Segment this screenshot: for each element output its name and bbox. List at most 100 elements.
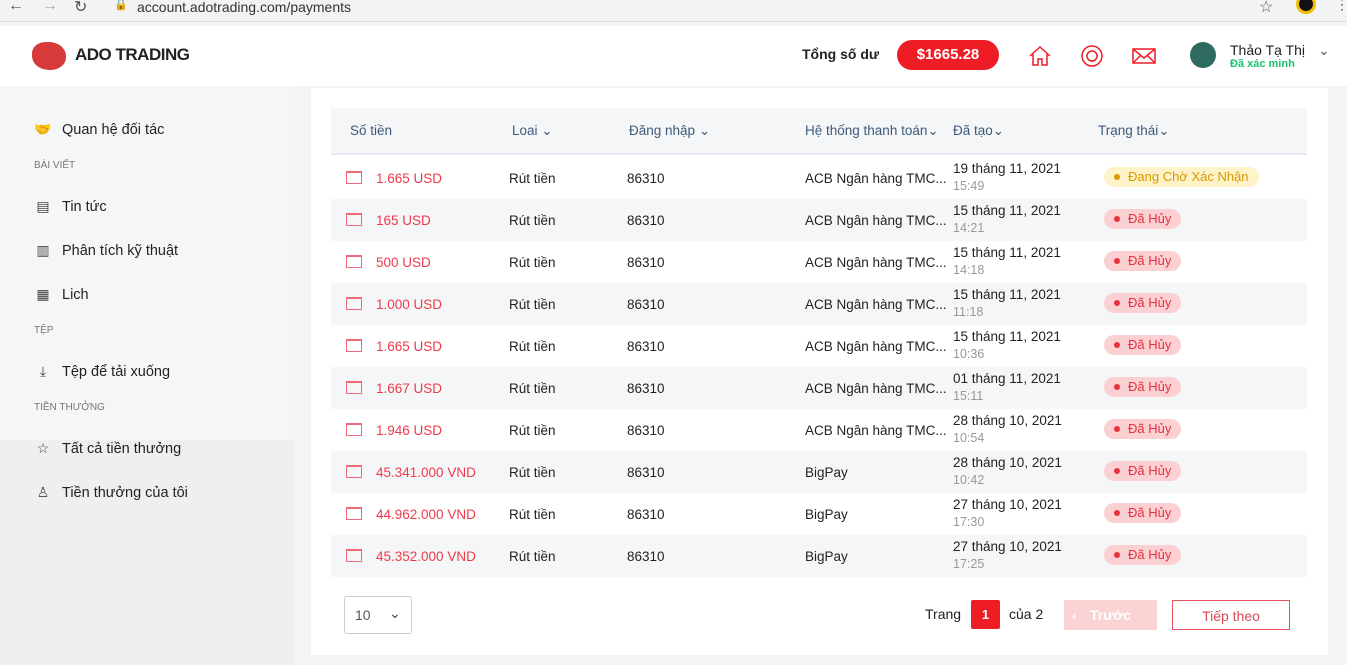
type: Rút tiền <box>509 507 556 522</box>
sidebar-item[interactable]: ▥ Phân tích kỹ thuật <box>34 242 178 259</box>
page-size-value: 10 <box>355 607 371 623</box>
sidebar-item[interactable]: ▤ Tin tức <box>34 198 107 215</box>
col-status[interactable]: Trạng thái⌄ <box>1098 123 1170 138</box>
sidebar-item[interactable]: ♙ Tiền thưởng của tôi <box>34 484 188 501</box>
sidebar-section-header: TỆP <box>34 325 54 336</box>
balance-badge[interactable]: $1665.28 <box>897 40 999 70</box>
back-icon[interactable]: ← <box>8 0 24 14</box>
withdraw-icon <box>346 549 362 562</box>
user-bonus-icon: ♙ <box>36 484 50 500</box>
user-name[interactable]: Thảo Tạ Thị <box>1230 42 1305 58</box>
prev-button[interactable]: ‹ Trước <box>1064 600 1157 630</box>
sidebar-item[interactable]: ⤓ Tệp để tải xuống <box>34 363 170 380</box>
payment-system: ACB Ngân hàng TMC... <box>805 297 947 312</box>
created-time: 14:21 <box>953 221 985 235</box>
calendar-icon: ▦ <box>36 286 50 302</box>
support-icon[interactable] <box>1080 44 1104 68</box>
login: 86310 <box>627 171 665 186</box>
current-page[interactable]: 1 <box>971 600 1000 629</box>
login: 86310 <box>627 213 665 228</box>
withdraw-icon <box>346 423 362 436</box>
col-type[interactable]: Loai ⌄ <box>512 123 553 138</box>
col-login[interactable]: Đăng nhập ⌄ <box>629 123 711 138</box>
table-row[interactable]: 165 USD Rút tiền 86310 ACB Ngân hàng TMC… <box>331 199 1307 241</box>
payment-system: BigPay <box>805 465 848 480</box>
sidebar-section-header: BÀI VIẾT <box>34 160 76 171</box>
amount: 45.352.000 VND <box>376 549 476 564</box>
created-time: 11:18 <box>953 305 984 319</box>
table-row[interactable]: 1.667 USD Rút tiền 86310 ACB Ngân hàng T… <box>331 367 1307 409</box>
sidebar-item-label: Tiền thưởng của tôi <box>62 484 188 501</box>
sidebar-item[interactable]: 🤝 Quan hệ đối tác <box>34 121 164 138</box>
table-row[interactable]: 44.962.000 VND Rút tiền 86310 BigPay 27 … <box>331 493 1307 535</box>
payment-system: ACB Ngân hàng TMC... <box>805 171 947 186</box>
amount: 165 USD <box>376 213 431 228</box>
type: Rút tiền <box>509 339 556 354</box>
table-row[interactable]: 45.352.000 VND Rút tiền 86310 BigPay 27 … <box>331 535 1307 577</box>
amount: 1.000 USD <box>376 297 443 312</box>
col-created[interactable]: Đã tạo⌄ <box>953 123 1005 138</box>
sidebar-item[interactable]: ☆ Tất cả tiền thưởng <box>34 440 181 457</box>
status-badge: Đã Hủy <box>1104 293 1182 313</box>
created-date: 15 tháng 11, 2021 <box>953 329 1061 344</box>
status-badge: Đã Hủy <box>1104 209 1182 229</box>
created-date: 28 tháng 10, 2021 <box>953 455 1062 470</box>
bookmark-star-icon[interactable]: ☆ <box>1259 0 1274 16</box>
amount: 1.667 USD <box>376 381 443 396</box>
star-icon: ☆ <box>36 440 50 456</box>
status-badge: Đã Hủy <box>1104 335 1182 355</box>
login: 86310 <box>627 507 665 522</box>
forward-icon[interactable]: → <box>42 0 58 14</box>
table-row[interactable]: 45.341.000 VND Rút tiền 86310 BigPay 28 … <box>331 451 1307 493</box>
avatar[interactable] <box>1190 42 1216 68</box>
amount: 500 USD <box>376 255 431 270</box>
sidebar-item[interactable]: ▦ Lich <box>34 286 88 303</box>
type: Rút tiền <box>509 255 556 270</box>
status-badge: Đã Hủy <box>1104 251 1182 271</box>
payment-system: ACB Ngân hàng TMC... <box>805 339 947 354</box>
address-bar[interactable]: 🔒 account.adotrading.com/payments <box>104 0 1244 20</box>
col-amount[interactable]: Số tiền <box>350 123 393 138</box>
mail-icon[interactable] <box>1132 44 1156 68</box>
sidebar-item-label: Phân tích kỹ thuật <box>62 242 179 259</box>
user-status: Đã xác minh <box>1230 58 1295 70</box>
created-date: 01 tháng 11, 2021 <box>953 371 1061 386</box>
created-time: 15:11 <box>953 389 984 403</box>
withdraw-icon <box>346 171 362 184</box>
table-row[interactable]: 500 USD Rút tiền 86310 ACB Ngân hàng TMC… <box>331 241 1307 283</box>
created-time: 10:36 <box>953 347 985 361</box>
created-date: 15 tháng 11, 2021 <box>953 287 1061 302</box>
profile-icon[interactable] <box>1296 0 1316 14</box>
lock-icon: 🔒 <box>114 0 128 11</box>
amount: 45.341.000 VND <box>376 465 476 480</box>
table-row[interactable]: 1.665 USD Rút tiền 86310 ACB Ngân hàng T… <box>331 157 1307 199</box>
sidebar-item-label: Tin tức <box>62 198 107 215</box>
withdraw-icon <box>346 507 362 520</box>
table-row[interactable]: 1.946 USD Rút tiền 86310 ACB Ngân hàng T… <box>331 409 1307 451</box>
sidebar-item-label: Tất cả tiền thưởng <box>62 440 182 457</box>
balance-label: Tổng số dư <box>802 46 880 62</box>
type: Rút tiền <box>509 549 556 564</box>
chevron-left-icon: ‹ <box>1072 607 1077 623</box>
table-row[interactable]: 1.665 USD Rút tiền 86310 ACB Ngân hàng T… <box>331 325 1307 367</box>
home-icon[interactable] <box>1028 44 1052 68</box>
chevron-down-icon[interactable]: ⌄ <box>1318 42 1330 58</box>
withdraw-icon <box>346 381 362 394</box>
created-date: 15 tháng 11, 2021 <box>953 245 1061 260</box>
chevron-down-icon: ⌄ <box>389 605 401 621</box>
menu-icon[interactable]: ⋮ <box>1335 0 1347 12</box>
logo-icon <box>32 42 66 70</box>
reload-icon[interactable]: ↻ <box>74 0 88 16</box>
created-time: 14:18 <box>953 263 985 277</box>
logo[interactable]: ADO TRADING <box>75 45 190 64</box>
created-time: 15:49 <box>953 179 985 193</box>
next-button[interactable]: Tiếp theo <box>1172 600 1290 630</box>
login: 86310 <box>627 423 665 438</box>
status-badge: Đang Chờ Xác Nhận <box>1104 167 1259 187</box>
sidebar-card <box>0 86 295 440</box>
table-header <box>331 108 1307 155</box>
col-system[interactable]: Hệ thống thanh toán⌄ <box>805 123 939 138</box>
page-size-select[interactable]: 10 ⌄ <box>344 596 412 634</box>
created-date: 27 tháng 10, 2021 <box>953 539 1062 554</box>
table-row[interactable]: 1.000 USD Rút tiền 86310 ACB Ngân hàng T… <box>331 283 1307 325</box>
